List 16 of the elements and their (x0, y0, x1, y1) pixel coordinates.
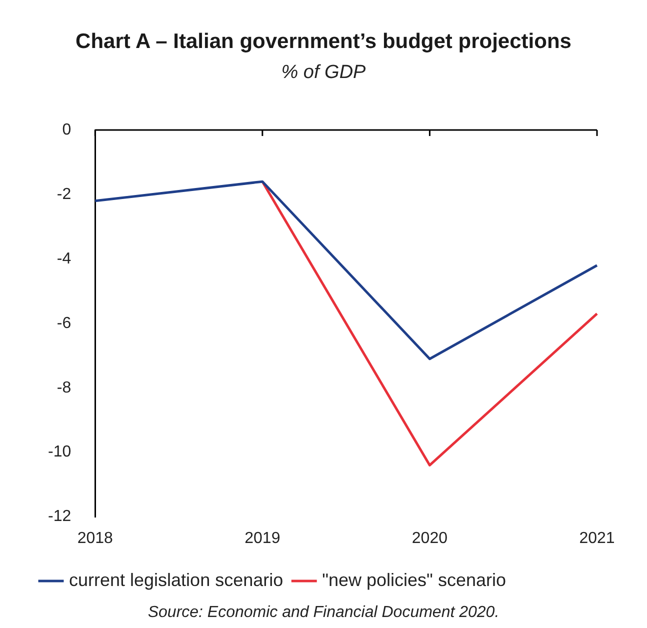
y-tick-label: -4 (56, 250, 72, 268)
y-tick-label: -12 (48, 508, 72, 526)
chart-subtitle: % of GDP (280, 62, 367, 84)
legend-label: "new policies" scenario (322, 570, 506, 590)
y-tick-label: -6 (56, 314, 72, 332)
x-tick-label: 2019 (244, 530, 280, 547)
source-note: Source: Economic and Financial Document 2020. (146, 604, 500, 622)
x-tick-label: 2020 (412, 530, 448, 547)
x-tick-label: 2018 (77, 530, 114, 547)
y-tick-label: 0 (62, 121, 72, 138)
x-tick-label: 2021 (579, 530, 615, 547)
y-tick-label: -8 (56, 379, 72, 396)
y-tick-label: -10 (48, 444, 72, 461)
chart-title: Chart A – Italian government’s budget projections (74, 30, 572, 54)
legend-label: current legislation scenario (69, 570, 284, 590)
y-tick-label: -2 (56, 186, 72, 203)
